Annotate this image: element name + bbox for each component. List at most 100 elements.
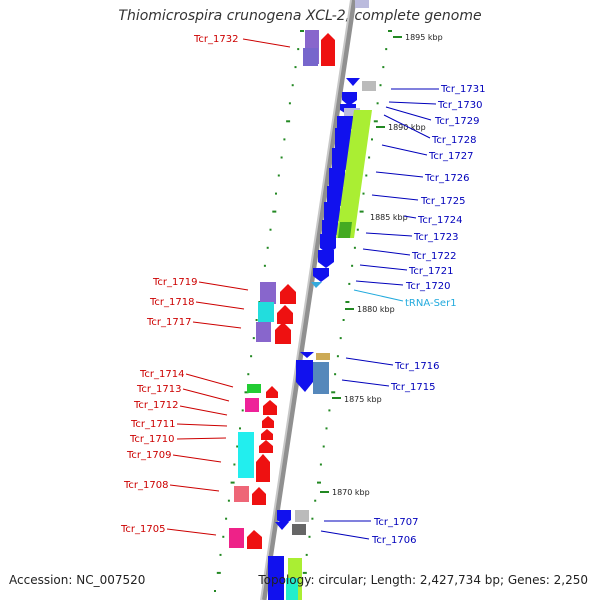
gene-arrow (277, 510, 291, 525)
gene-block (256, 322, 271, 342)
gene-block (238, 432, 254, 478)
gene-label-tcr-1727[interactable]: Tcr_1727 (428, 151, 473, 162)
gene-label-tcr-1711[interactable]: Tcr_1711 (130, 419, 175, 430)
gene-label-tcr-1720[interactable]: Tcr_1720 (405, 281, 450, 292)
scale-tick (311, 517, 314, 520)
scale-tick (336, 355, 339, 358)
accession-text: Accession: NC_007520 (9, 573, 146, 587)
gene-label-tcr-1706[interactable]: Tcr_1706 (371, 535, 416, 546)
scale-label-1890: 1890 kbp (388, 123, 426, 132)
gene-block (336, 110, 372, 238)
gene-label-trna-ser1[interactable]: tRNA-Ser1 (405, 298, 457, 309)
gene-label-tcr-1730[interactable]: Tcr_1730 (437, 100, 482, 111)
scale-tick (348, 282, 351, 285)
gene-label-tcr-1707[interactable]: Tcr_1707 (373, 517, 418, 528)
scale-tick (319, 463, 322, 466)
gene-label-tcr-1715[interactable]: Tcr_1715 (390, 382, 435, 393)
scale-tick (342, 319, 345, 321)
scale-tick (328, 409, 331, 412)
gene-arrow (318, 250, 334, 268)
scale-tick (222, 535, 225, 538)
gene-block (313, 362, 329, 394)
scale-tick (300, 30, 304, 32)
gene-block (303, 48, 318, 66)
scale-tick (252, 337, 255, 340)
scale-tick (216, 571, 221, 574)
gene-block (295, 510, 309, 522)
scale-tick (356, 228, 359, 231)
scale-tick (376, 102, 379, 105)
gene-label-tcr-1728[interactable]: Tcr_1728 (431, 135, 476, 146)
scale-tick (308, 535, 311, 538)
gene-label-tcr-1726[interactable]: Tcr_1726 (424, 173, 469, 184)
gene-arrow (266, 386, 278, 398)
gene-block (268, 556, 284, 600)
scale-tick (325, 427, 328, 430)
gene-label-tcr-1709[interactable]: Tcr_1709 (126, 450, 171, 461)
scale-tick (345, 301, 350, 303)
gene-label-tcr-1708[interactable]: Tcr_1708 (123, 480, 168, 491)
gene-label-tcr-1724[interactable]: Tcr_1724 (417, 215, 462, 226)
scale-tick (214, 590, 216, 592)
gene-arrow (321, 33, 335, 66)
scale-tick (388, 30, 392, 32)
gene-block (229, 528, 244, 548)
gene-label-tcr-1717[interactable]: Tcr_1717 (146, 317, 191, 328)
scale-tick (219, 553, 222, 556)
gene-label-tcr-1732[interactable]: Tcr_1732 (193, 34, 238, 45)
scale-tick (244, 391, 249, 394)
genome-backbone (261, 0, 357, 600)
gene-label-tcr-1723[interactable]: Tcr_1723 (413, 232, 458, 243)
gene-arrow (300, 352, 314, 358)
scale-tick (302, 571, 307, 574)
gene-block (258, 302, 274, 322)
gene-label-tcr-1710[interactable]: Tcr_1710 (129, 434, 174, 445)
gene-label-tcr-1712[interactable]: Tcr_1712 (133, 400, 178, 411)
scale-tick (286, 120, 291, 123)
gene-block (362, 81, 376, 91)
gene-label-tcr-1722[interactable]: Tcr_1722 (411, 251, 456, 262)
gene-label-tcr-1718[interactable]: Tcr_1718 (149, 297, 194, 308)
scale-tick (277, 174, 280, 177)
gene-arrow (275, 522, 289, 530)
scale-tick (247, 373, 250, 376)
scale-tick (382, 66, 385, 69)
gene-arrow (342, 92, 357, 106)
scale-label-1870: 1870 kbp (332, 488, 370, 497)
trna-arrow (311, 282, 322, 288)
gene-arrow (252, 487, 266, 505)
gene-label-tcr-1716[interactable]: Tcr_1716 (394, 361, 439, 372)
scale-tick (227, 499, 230, 502)
gene-label-tcr-1731[interactable]: Tcr_1731 (440, 84, 485, 95)
gene-block (316, 353, 330, 360)
gene-arrow (280, 284, 296, 304)
gene-label-tcr-1719[interactable]: Tcr_1719 (152, 277, 197, 288)
gene-label-tcr-1725[interactable]: Tcr_1725 (420, 196, 465, 207)
scale-tick (288, 102, 291, 105)
gene-label-tcr-1705[interactable]: Tcr_1705 (120, 524, 165, 535)
gene-arrow (261, 429, 273, 440)
gene-arrow (256, 454, 270, 482)
gene-label-tcr-1713[interactable]: Tcr_1713 (136, 384, 181, 395)
gene-label-tcr-1721[interactable]: Tcr_1721 (408, 266, 453, 277)
scale-tick (385, 48, 388, 51)
scale-tick (294, 66, 297, 69)
scale-label-1895: 1895 kbp (405, 33, 443, 42)
scale-tick (280, 156, 283, 159)
map-title: Thiomicrospira crunogena XCL-2, complete… (118, 8, 482, 24)
gene-block (247, 384, 261, 393)
scale-tick (233, 463, 236, 466)
genome-backbone-shadow (260, 0, 352, 600)
gene-block (260, 282, 276, 304)
gene-label-tcr-1714[interactable]: Tcr_1714 (139, 369, 184, 380)
gene-arrow (296, 360, 313, 392)
gene-label-tcr-1729[interactable]: Tcr_1729 (434, 116, 479, 127)
scale-tick (353, 246, 356, 249)
scale-tick (373, 120, 378, 123)
scale-tick (359, 210, 364, 213)
gene-arrow (263, 400, 277, 415)
scale-tick (331, 391, 336, 394)
scale-tick (339, 337, 342, 340)
gene-block (292, 524, 306, 535)
gene-block (338, 222, 352, 238)
